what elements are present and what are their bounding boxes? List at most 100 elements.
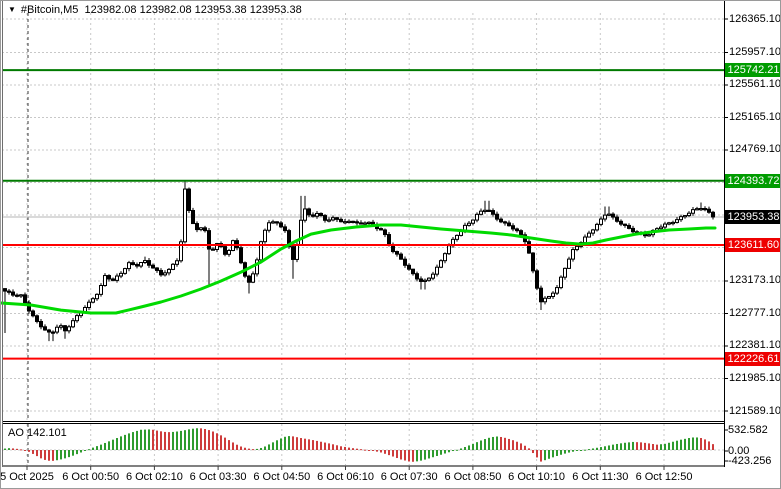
ao-bar — [572, 450, 574, 452]
candle-body — [43, 326, 47, 331]
candles-layer[interactable] — [3, 181, 715, 342]
ao-bar — [632, 441, 634, 450]
ao-bar — [476, 442, 478, 450]
candle-body — [623, 223, 627, 226]
candle-body — [443, 253, 447, 262]
ao-bar — [556, 450, 558, 456]
candle-body — [687, 212, 691, 217]
ao-bar — [288, 436, 290, 450]
ao-bar — [464, 447, 466, 450]
ao-bar — [608, 445, 610, 450]
candle-body — [471, 219, 475, 224]
ao-bar — [204, 429, 206, 450]
ao-bar — [604, 446, 606, 450]
ao-bar — [244, 447, 246, 450]
ao-bar — [40, 450, 42, 459]
candle-body — [511, 225, 515, 230]
candle-body — [131, 262, 135, 266]
ao-bar — [484, 439, 486, 450]
candle-body — [387, 234, 391, 246]
candle-body — [203, 227, 207, 232]
collapse-triangle-icon[interactable]: ▼ — [8, 5, 16, 14]
ao-bar — [568, 450, 570, 453]
ao-bar — [560, 450, 562, 455]
ao-bar — [412, 450, 414, 462]
time-tick-label: 6 Oct 08:50 — [444, 471, 502, 483]
candle-body — [195, 223, 199, 231]
candle-body — [51, 331, 55, 334]
ao-bar — [540, 450, 542, 462]
candle-body — [311, 214, 315, 217]
ao-bar — [132, 432, 134, 450]
ao-bar — [28, 450, 30, 452]
ao-bar — [152, 429, 154, 450]
candle-body — [527, 241, 531, 254]
time-tick-label: 6 Oct 11:30 — [572, 471, 629, 483]
candle-body — [183, 188, 187, 243]
ao-bar — [492, 436, 494, 450]
candle-body — [583, 236, 587, 244]
candle-body — [255, 259, 259, 275]
candle-body — [27, 302, 31, 312]
ao-bar — [272, 442, 274, 450]
ao-bar — [664, 443, 666, 450]
ao-bar — [496, 436, 498, 450]
ao-bar — [312, 440, 314, 450]
resistance-level-badge: 125742.21 — [725, 63, 780, 78]
candle-body — [283, 226, 287, 232]
candle-body — [111, 278, 115, 281]
candle-body — [291, 246, 295, 260]
price-tick-label: 125561.10 — [729, 78, 781, 91]
ao-bar — [224, 437, 226, 450]
candle-body — [23, 294, 27, 304]
ao-bar — [124, 434, 126, 450]
candle-body — [151, 264, 155, 269]
candle-body — [567, 258, 571, 269]
candle-body — [187, 188, 191, 211]
ao-histogram-layer[interactable] — [4, 428, 714, 462]
candle-body — [603, 214, 607, 220]
ao-bar — [228, 440, 230, 450]
ao-bar — [12, 448, 14, 450]
candle-body — [479, 210, 483, 215]
ao-bar — [468, 445, 470, 450]
candle-body — [495, 213, 499, 220]
candle-body — [315, 212, 319, 217]
ao-bar — [100, 444, 102, 450]
ao-bar — [264, 446, 266, 450]
ao-bar — [620, 443, 622, 450]
ao-bar — [136, 430, 138, 450]
candle-body — [419, 278, 423, 282]
price-tick-label: 125165.10 — [729, 110, 781, 123]
ao-bar — [404, 450, 406, 461]
ao-bar — [548, 450, 550, 459]
ao-scale-label: 532.582 — [728, 424, 768, 436]
ao-bar — [208, 430, 210, 450]
candle-body — [519, 230, 523, 236]
candle-body — [247, 275, 251, 283]
ao-bar — [76, 450, 78, 455]
ao-bar — [584, 449, 586, 451]
candle-body — [515, 228, 519, 232]
candle-body — [383, 229, 387, 236]
ao-bar — [24, 450, 26, 451]
symbol-period-label: #Bitcoin,M5 — [20, 4, 79, 16]
ao-bar — [236, 444, 238, 450]
ao-bar — [268, 444, 270, 450]
candle-body — [107, 275, 111, 280]
ao-bar — [528, 448, 530, 450]
candle-body — [663, 223, 667, 228]
candle-body — [683, 215, 687, 218]
candle-body — [627, 224, 631, 229]
candle-body — [147, 260, 151, 266]
ao-bar — [56, 450, 58, 461]
ao-bar — [164, 431, 166, 450]
ao-bar — [8, 448, 10, 450]
ao-bar — [192, 428, 194, 450]
candle-body — [675, 219, 679, 223]
candle-body — [11, 291, 15, 296]
candle-body — [47, 329, 51, 333]
candle-body — [571, 249, 575, 260]
ao-bar — [212, 431, 214, 450]
